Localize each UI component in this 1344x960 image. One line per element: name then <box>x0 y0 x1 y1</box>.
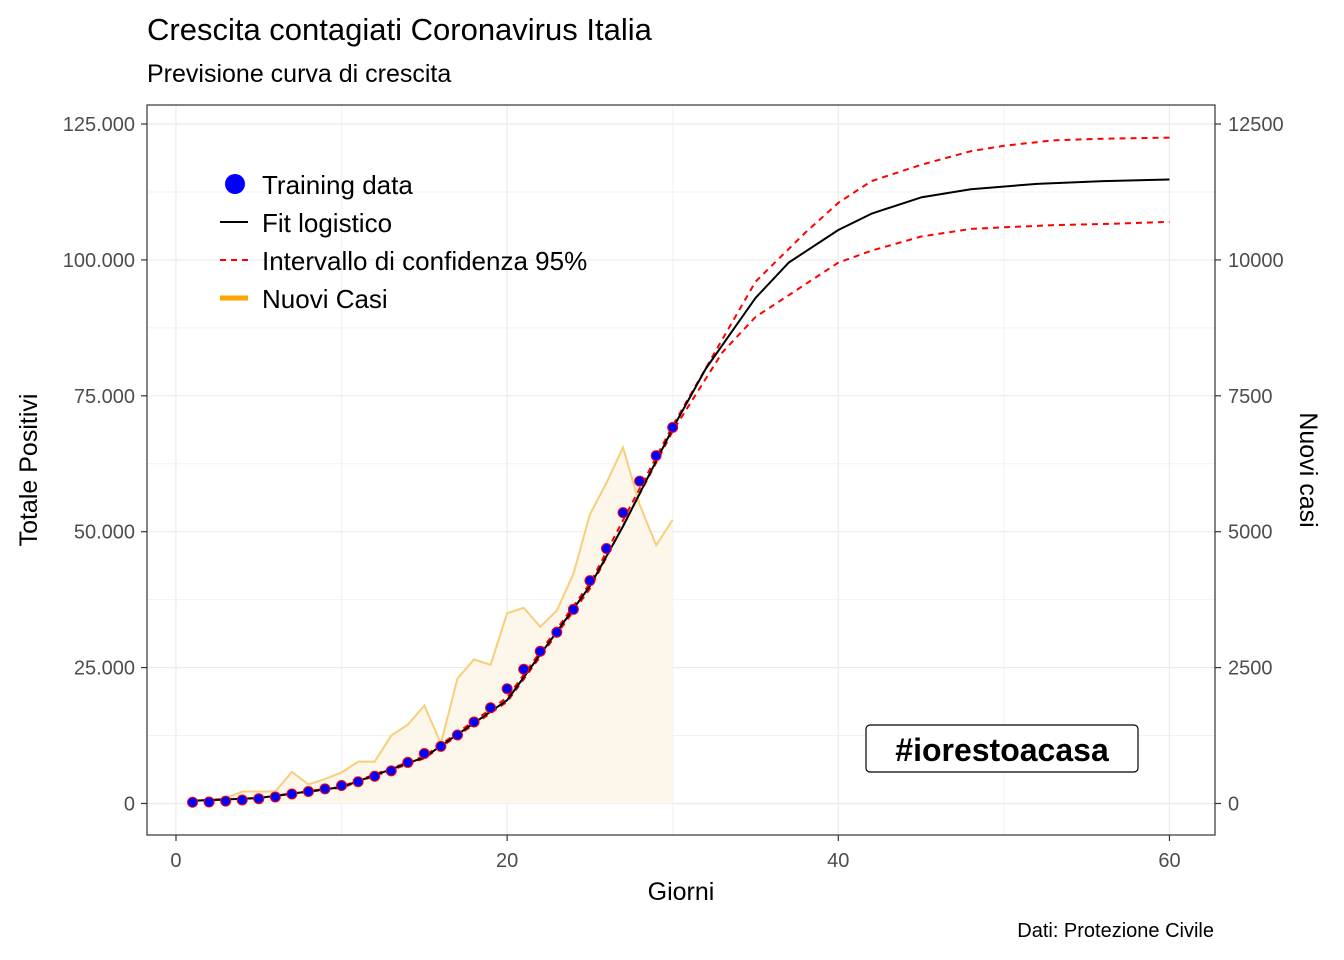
axis-ticks: 0 20 40 60 0 25.000 50.000 75.000 100.000 125.000… <box>63 114 1284 872</box>
training-point <box>485 702 497 714</box>
training-point <box>634 475 646 487</box>
legend-label-training: Training data <box>262 170 413 200</box>
y-tick-label: 75.000 <box>74 386 135 408</box>
y-tick-label: 100.000 <box>63 250 135 272</box>
y2-tick-label: 12500 <box>1228 114 1284 136</box>
plot-border <box>146 104 1216 836</box>
training-point <box>402 756 414 768</box>
hashtag-box <box>865 724 1139 773</box>
training-point <box>352 776 364 788</box>
y-tick-label: 0 <box>124 793 135 815</box>
y-tick-label: 50.000 <box>74 522 135 544</box>
nuovi-casi-area <box>192 447 673 804</box>
y2-tick-label: 7500 <box>1228 386 1273 408</box>
nuovi-casi-layer <box>192 444 674 804</box>
training-point <box>319 783 331 795</box>
y2-tick-label: 0 <box>1228 793 1239 815</box>
legend: Training data Fit logistico Intervallo d… <box>220 170 587 314</box>
training-point <box>451 729 463 741</box>
legend-key-training <box>225 174 245 194</box>
x-axis-title: Giorni <box>648 878 715 906</box>
training-point <box>584 575 596 587</box>
training-points-layer <box>187 421 679 808</box>
training-point <box>650 450 662 462</box>
training-point <box>385 765 397 777</box>
hashtag-label: #iorestoacasa <box>865 724 1139 773</box>
chart-title: Crescita contagiati Coronavirus Italia <box>147 12 652 47</box>
training-point <box>187 796 199 808</box>
x-tick-label: 0 <box>170 850 181 872</box>
training-point <box>269 791 281 803</box>
y-axis-title: Totale Positivi <box>15 394 43 547</box>
data-source-caption: Dati: Protezione Civile <box>1017 920 1214 942</box>
training-point <box>203 796 215 808</box>
training-point <box>468 716 480 728</box>
training-point <box>336 780 348 792</box>
training-point <box>253 793 265 805</box>
training-point <box>518 663 530 675</box>
x-tick-label: 60 <box>1158 850 1180 872</box>
training-point <box>435 740 447 752</box>
legend-label-fit: Fit logistico <box>262 208 392 238</box>
training-point <box>667 421 679 433</box>
training-point <box>302 786 314 798</box>
y2-tick-label: 5000 <box>1228 522 1273 544</box>
training-point <box>220 795 232 807</box>
x-tick-label: 40 <box>827 850 849 872</box>
hashtag-text: #iorestoacasa <box>895 732 1109 768</box>
y2-tick-label: 2500 <box>1228 658 1273 680</box>
y2-axis-title: Nuovi casi <box>1294 412 1322 527</box>
nuovi-casi-line <box>192 444 674 802</box>
x-tick-label: 20 <box>496 850 518 872</box>
plot-panel <box>147 105 1215 835</box>
training-point <box>600 543 612 555</box>
y-tick-label: 125.000 <box>63 114 135 136</box>
legend-label-nuovi-casi: Nuovi Casi <box>262 284 388 314</box>
training-point <box>369 770 381 782</box>
major-grid <box>147 105 1215 835</box>
ci-upper-line <box>192 136 1170 802</box>
training-point <box>534 645 546 657</box>
training-point <box>418 747 430 759</box>
training-point <box>617 507 629 519</box>
training-point <box>501 683 513 695</box>
y2-tick-label: 10000 <box>1228 250 1284 272</box>
training-point <box>551 626 563 638</box>
training-point <box>286 788 298 800</box>
training-point <box>567 603 579 615</box>
y-tick-label: 25.000 <box>74 658 135 680</box>
chart-subtitle: Previsione curva di crescita <box>147 60 452 88</box>
legend-label-ci: Intervallo di confidenza 95% <box>262 246 587 276</box>
training-point <box>236 794 248 806</box>
